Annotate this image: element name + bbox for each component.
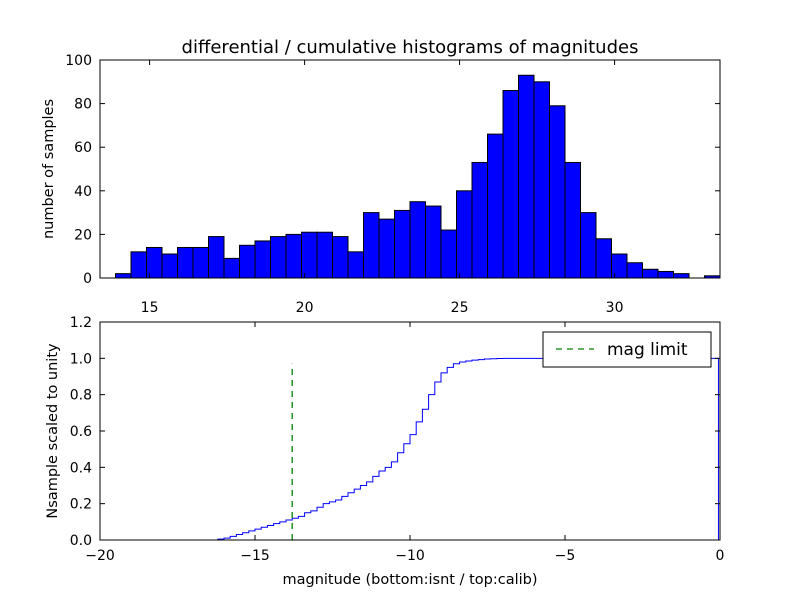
histogram-bar bbox=[161, 253, 178, 279]
histogram-bar bbox=[115, 273, 132, 279]
bottom-y-tick-label: 0.0 bbox=[70, 533, 92, 549]
histogram-bar bbox=[301, 231, 318, 279]
bottom-cumulative-panel: −20 −15 −10 −5 0 0.0 0.2 0.4 0.6 0.8 1.0 1.2 magnit… bbox=[45, 315, 724, 588]
bottom-y-tick-label: 0.2 bbox=[70, 497, 92, 513]
top-y-tick-label: 40 bbox=[74, 184, 92, 200]
bottom-y-tick-label: 1.0 bbox=[70, 351, 92, 367]
histogram-bar bbox=[564, 161, 581, 279]
histogram-bar bbox=[611, 253, 628, 279]
top-histogram-panel: differential / cumulative histograms of … bbox=[41, 37, 721, 316]
bottom-x-tick-label: −5 bbox=[555, 548, 576, 564]
bottom-y-tick-label: 1.2 bbox=[70, 315, 92, 331]
top-x-tick-label: 15 bbox=[141, 300, 159, 316]
histogram-bar bbox=[394, 209, 411, 279]
histogram-bar bbox=[425, 205, 442, 279]
bottom-y-tick-label: 0.4 bbox=[70, 460, 92, 476]
bottom-x-axis-label: magnitude (bottom:isnt / top:calib) bbox=[282, 572, 537, 588]
cumulative-plot bbox=[100, 357, 719, 541]
histogram-bar bbox=[502, 90, 519, 279]
chart-title: differential / cumulative histograms of … bbox=[182, 37, 639, 58]
histogram-bar bbox=[518, 74, 535, 279]
top-y-tick-label: 100 bbox=[65, 53, 92, 69]
top-axis-ticks: 15 20 25 30 0 20 40 60 80 100 bbox=[65, 53, 720, 316]
histogram-bar bbox=[347, 251, 364, 279]
histogram-bar bbox=[239, 244, 256, 279]
top-y-tick-label: 0 bbox=[83, 271, 92, 287]
bottom-x-tick-label: −10 bbox=[395, 548, 425, 564]
histogram-bar bbox=[363, 212, 380, 279]
histogram-bar bbox=[177, 246, 194, 279]
histogram-bar bbox=[270, 236, 287, 279]
legend-mag-limit-label: mag limit bbox=[607, 340, 688, 360]
top-x-tick-label: 20 bbox=[296, 300, 314, 316]
histogram-bar bbox=[332, 236, 349, 279]
top-y-tick-label: 20 bbox=[74, 227, 92, 243]
top-x-tick-label: 30 bbox=[606, 300, 624, 316]
bottom-x-tick-label: 0 bbox=[716, 548, 725, 564]
bottom-axis-ticks: −20 −15 −10 −5 0 0.0 0.2 0.4 0.6 0.8 1.0 1.2 bbox=[70, 315, 725, 564]
histogram-bars bbox=[115, 74, 721, 279]
histogram-bar bbox=[316, 231, 333, 279]
bottom-x-tick-label: −15 bbox=[240, 548, 270, 564]
bottom-y-tick-label: 0.6 bbox=[70, 424, 92, 440]
histogram-bar bbox=[487, 133, 504, 279]
histogram-bar bbox=[378, 218, 395, 279]
histogram-bar bbox=[254, 240, 271, 279]
histogram-bar bbox=[223, 257, 240, 279]
histogram-bar bbox=[208, 236, 225, 279]
histogram-bar bbox=[456, 190, 473, 279]
top-axes-frame bbox=[99, 59, 721, 279]
histogram-bar bbox=[471, 161, 488, 279]
histogram-bar bbox=[657, 270, 674, 279]
histogram-bar bbox=[580, 212, 597, 279]
cumulative-step-line bbox=[100, 357, 719, 541]
histogram-bar bbox=[409, 201, 426, 279]
histogram-bar bbox=[440, 229, 457, 279]
histogram-bar bbox=[549, 105, 566, 279]
bottom-x-tick-label: −20 bbox=[85, 548, 115, 564]
histogram-bar bbox=[192, 246, 209, 279]
top-x-tick-label: 25 bbox=[451, 300, 469, 316]
histogram-bar bbox=[130, 251, 147, 279]
legend: mag limit bbox=[542, 331, 712, 368]
histogram-bar bbox=[146, 246, 163, 279]
histogram-bar bbox=[642, 268, 659, 279]
top-y-tick-label: 60 bbox=[74, 140, 92, 156]
histogram-bar bbox=[285, 233, 302, 279]
top-y-axis-label: number of samples bbox=[41, 99, 57, 239]
histogram-bar bbox=[595, 238, 612, 279]
bottom-y-axis-label: Nsample scaled to unity bbox=[45, 343, 61, 519]
histogram-bar bbox=[626, 262, 643, 279]
histogram-bar bbox=[533, 81, 550, 279]
bottom-y-tick-label: 0.8 bbox=[70, 388, 92, 404]
histogram-bar bbox=[673, 273, 690, 279]
top-y-tick-label: 80 bbox=[74, 97, 92, 113]
